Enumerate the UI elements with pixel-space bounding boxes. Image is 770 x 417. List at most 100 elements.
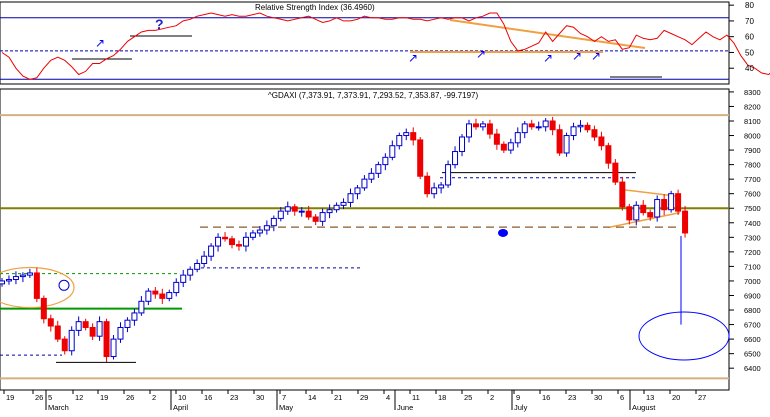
candle-body	[215, 236, 222, 247]
candle-body	[103, 321, 110, 358]
candle-body	[131, 312, 138, 321]
price-ytick-label-8100: 8100	[744, 117, 761, 126]
candle-body	[675, 193, 682, 212]
rsi-arrow-marker-2: ↗	[476, 47, 486, 61]
candle-body	[326, 209, 333, 214]
x-tick-label-27: 27	[698, 393, 706, 402]
x-tick-label-16: 11	[412, 393, 420, 402]
rsi-arrow-marker-5: ↗	[591, 49, 601, 63]
candle-body	[187, 268, 194, 276]
candle-body	[493, 133, 500, 145]
candle-body	[459, 136, 466, 153]
candle-body	[347, 193, 354, 203]
x-tick-label-10: 30	[256, 393, 264, 402]
price-ytick-label-8200: 8200	[744, 102, 761, 111]
rsi-question-annotation: ?	[155, 16, 164, 32]
candle-body	[54, 325, 61, 340]
x-tick-label-21: 16	[542, 393, 550, 402]
candle-body	[12, 276, 19, 280]
candle-body	[528, 123, 535, 128]
candle-body	[61, 338, 68, 352]
x-tick-label-26: 20	[672, 393, 680, 402]
price-ytick-label-6500: 6500	[744, 350, 761, 359]
x-axis: 19 26 5 12 19 26 2 10 16 23 30 7 14 21 29 4 11 18 25 2 9 16 23…	[0, 389, 729, 412]
candle-body	[647, 212, 654, 218]
x-tick-label-17: 18	[438, 393, 446, 402]
price-ytick-label-7200: 7200	[744, 248, 761, 257]
candle-body	[452, 151, 459, 166]
rsi-frame	[0, 1, 730, 85]
candle-body	[19, 274, 26, 278]
x-tick-label-12: 14	[308, 393, 316, 402]
candle-body	[549, 120, 556, 131]
candle-body	[612, 162, 619, 183]
candle-body	[563, 135, 570, 154]
candle-body	[235, 244, 242, 247]
candle-body	[110, 338, 117, 358]
x-tick-label-7: 10	[178, 393, 186, 402]
x-tick-label-0: 19	[6, 393, 14, 402]
x-axis-months: March April May June July August	[45, 390, 656, 412]
candle-body	[403, 132, 410, 137]
candle-body	[5, 278, 12, 282]
x-tick-label-15: 4	[386, 393, 390, 402]
candle-body	[229, 238, 236, 246]
candle-body	[40, 297, 47, 320]
candle-body	[180, 274, 187, 283]
candle-body	[152, 290, 159, 295]
candle-body	[159, 293, 166, 299]
candle-body	[486, 123, 493, 135]
candle-body	[68, 329, 75, 352]
rsi-ytick-label-70: 70	[745, 17, 754, 26]
x-tick-label-9: 23	[230, 393, 238, 402]
price-ytick-label-6700: 6700	[744, 321, 761, 330]
smiley-marker	[58, 279, 70, 291]
candle-body	[354, 187, 361, 195]
candle-body	[619, 181, 626, 208]
price-ytick-label-7800: 7800	[744, 161, 761, 170]
candle-body	[201, 255, 208, 264]
price-ytick-label-7400: 7400	[744, 219, 761, 228]
x-tick-label-14: 29	[360, 393, 368, 402]
x-tick-label-24: 6	[620, 393, 624, 402]
candle-body	[291, 206, 298, 212]
price-ytick-label-6600: 6600	[744, 335, 761, 344]
price-ytick-label-8300: 8300	[744, 88, 761, 97]
x-tick-label-5: 26	[126, 393, 134, 402]
ellipse-march	[0, 266, 75, 309]
candle-body	[507, 142, 514, 151]
candle-body	[396, 135, 403, 147]
candle-body	[26, 272, 33, 276]
x-tick-label-11: 7	[282, 393, 286, 402]
x-axis-ticks: 19 26 5 12 19 26 2 10 16 23 30 7 14 21 29 4 11 18 25 2 9 16 23…	[3, 390, 706, 402]
candle-body	[277, 210, 284, 219]
month-label-june: June	[397, 403, 413, 412]
x-tick-label-1: 26	[35, 393, 43, 402]
x-tick-label-20: 9	[516, 393, 520, 402]
candle-body	[654, 199, 661, 218]
candle-body	[556, 129, 563, 154]
price-ytick-label-8000: 8000	[744, 132, 761, 141]
candle-body	[33, 272, 40, 299]
candle-body	[500, 143, 507, 151]
price-ytick-label-6400: 6400	[744, 364, 761, 373]
rsi-arrow-marker-0: ↗	[95, 36, 105, 50]
candle-body	[138, 300, 145, 314]
rsi-ytick-label-80: 80	[745, 1, 754, 10]
month-label-april: April	[173, 403, 188, 412]
rsi-band-lines	[0, 17, 729, 80]
price-ytick-label-7100: 7100	[744, 262, 761, 271]
candle-body	[542, 120, 549, 128]
price-ytick-label-7000: 7000	[744, 277, 761, 286]
candle-body	[361, 178, 368, 189]
price-ytick-label-6800: 6800	[744, 306, 761, 315]
candle-body	[222, 236, 229, 240]
candle-body	[124, 319, 131, 328]
rsi-ytick-label-50: 50	[745, 48, 754, 57]
candle-body	[375, 164, 382, 174]
candle-body	[333, 204, 340, 211]
candle-body	[166, 292, 173, 299]
candle-body	[598, 136, 605, 147]
